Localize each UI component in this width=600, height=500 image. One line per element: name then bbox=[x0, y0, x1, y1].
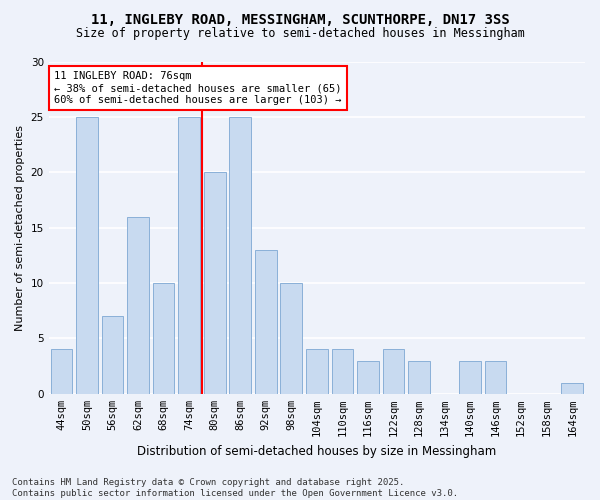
Bar bbox=[280, 283, 302, 394]
Bar bbox=[383, 350, 404, 394]
Bar bbox=[76, 117, 98, 394]
Bar bbox=[178, 117, 200, 394]
Text: Size of property relative to semi-detached houses in Messingham: Size of property relative to semi-detach… bbox=[76, 28, 524, 40]
Bar bbox=[357, 360, 379, 394]
Y-axis label: Number of semi-detached properties: Number of semi-detached properties bbox=[15, 124, 25, 330]
Bar bbox=[408, 360, 430, 394]
Bar bbox=[127, 216, 149, 394]
Bar bbox=[332, 350, 353, 394]
Bar bbox=[306, 350, 328, 394]
Bar bbox=[50, 350, 72, 394]
Text: 11, INGLEBY ROAD, MESSINGHAM, SCUNTHORPE, DN17 3SS: 11, INGLEBY ROAD, MESSINGHAM, SCUNTHORPE… bbox=[91, 12, 509, 26]
Bar bbox=[204, 172, 226, 394]
Bar bbox=[153, 283, 175, 394]
Bar bbox=[229, 117, 251, 394]
Bar bbox=[101, 316, 124, 394]
Bar bbox=[562, 382, 583, 394]
Text: Contains HM Land Registry data © Crown copyright and database right 2025.
Contai: Contains HM Land Registry data © Crown c… bbox=[12, 478, 458, 498]
X-axis label: Distribution of semi-detached houses by size in Messingham: Distribution of semi-detached houses by … bbox=[137, 444, 496, 458]
Bar bbox=[459, 360, 481, 394]
Bar bbox=[255, 250, 277, 394]
Text: 11 INGLEBY ROAD: 76sqm
← 38% of semi-detached houses are smaller (65)
60% of sem: 11 INGLEBY ROAD: 76sqm ← 38% of semi-det… bbox=[54, 72, 341, 104]
Bar bbox=[485, 360, 506, 394]
